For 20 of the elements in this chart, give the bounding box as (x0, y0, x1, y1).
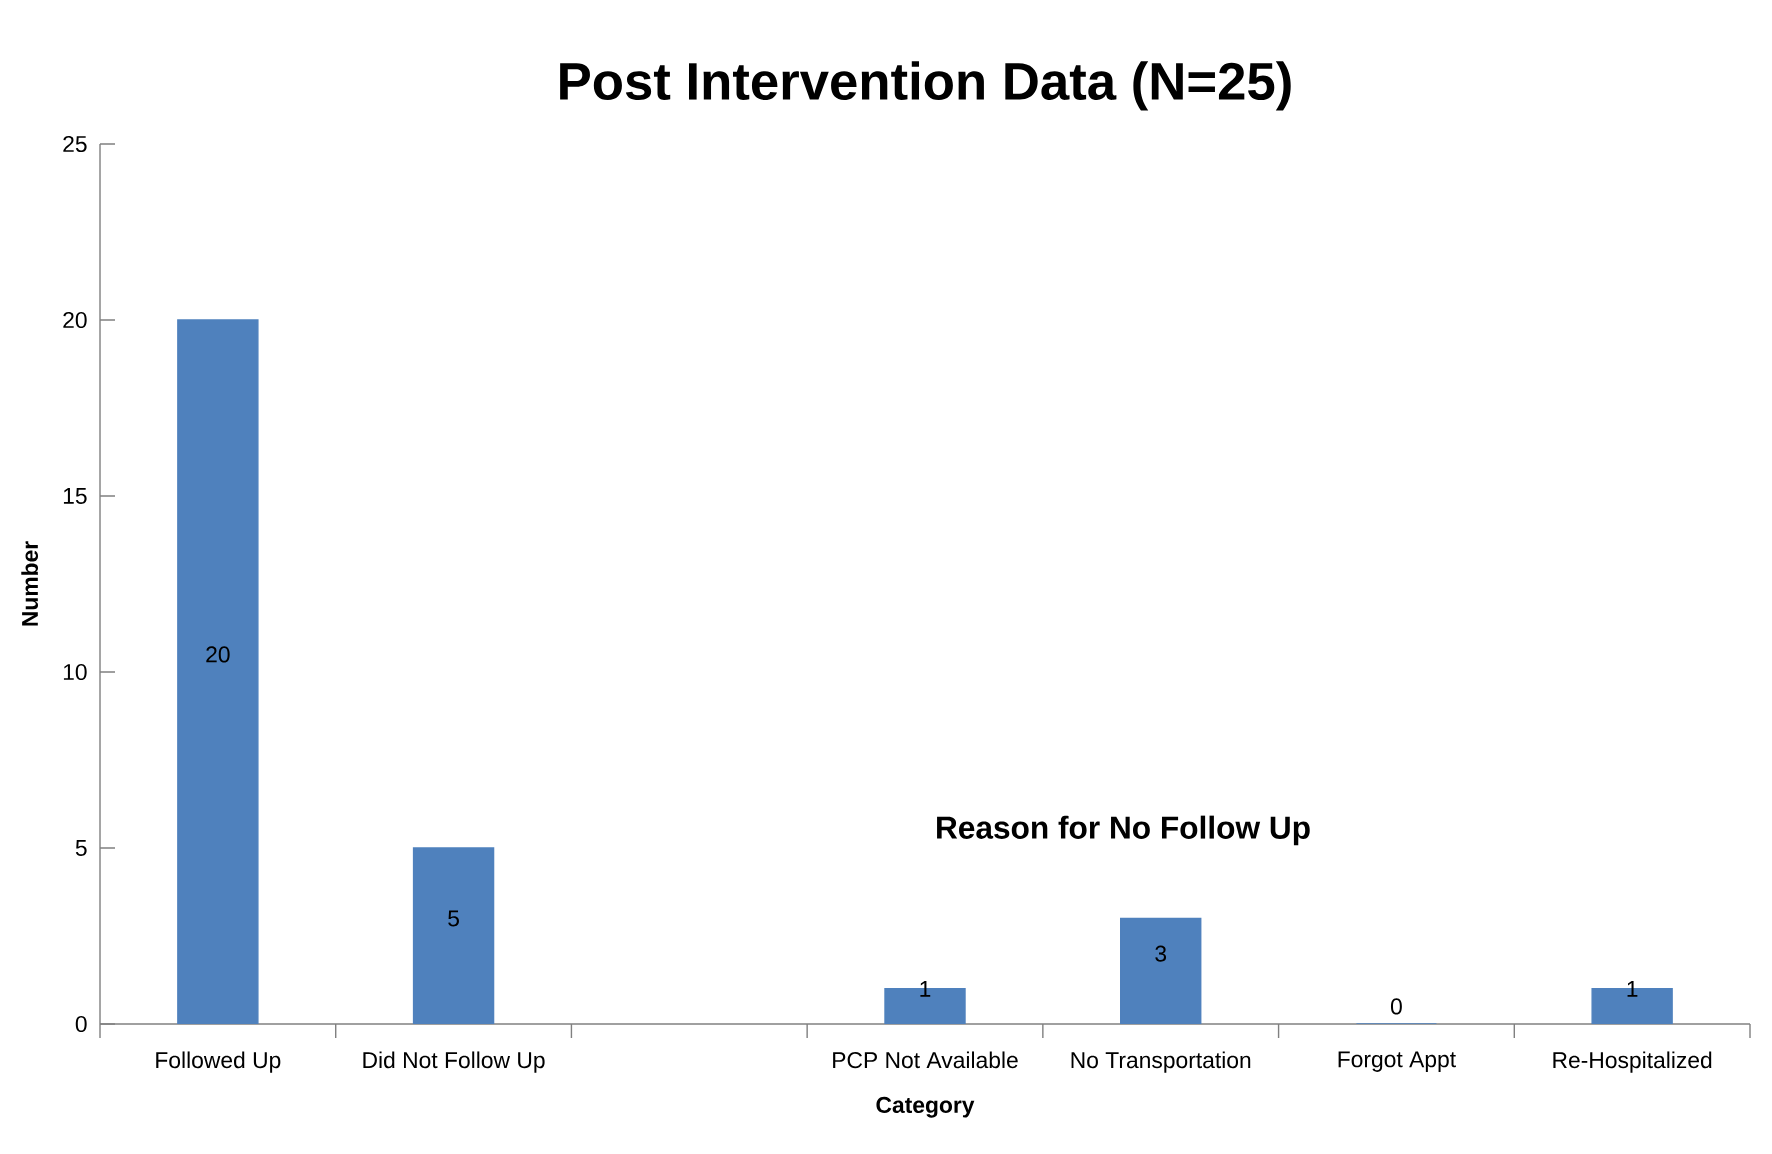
y-tick-label: 0 (75, 1015, 87, 1033)
y-axis-title: Number (21, 541, 39, 626)
data-label: 5 (448, 910, 459, 927)
data-label: 0 (1390, 998, 1402, 1015)
y-tick-label: 25 (63, 135, 87, 153)
x-tick-label: Re-Hospitalized (1553, 1051, 1712, 1073)
y-tick-label: 10 (63, 663, 87, 681)
y-tick-label: 15 (63, 488, 87, 504)
annotation: Reason for No Follow Up (937, 815, 1310, 846)
chart-title: Post Intervention Data (N=25) (560, 61, 1291, 111)
x-tick-label: Did Not Follow Up (363, 1051, 545, 1073)
x-tick-label: PCP Not Available (833, 1051, 1018, 1069)
x-tick-label: No Transportation (1071, 1051, 1251, 1073)
y-tick-label: 20 (63, 311, 87, 329)
y-tick-label: 5 (75, 840, 87, 856)
data-label: 20 (206, 646, 230, 663)
data-label: 3 (1155, 945, 1167, 962)
x-axis-title: Category (876, 1096, 975, 1118)
x-tick-label: Forgot Appt (1338, 1051, 1456, 1072)
x-tick-label: Followed Up (156, 1051, 281, 1073)
